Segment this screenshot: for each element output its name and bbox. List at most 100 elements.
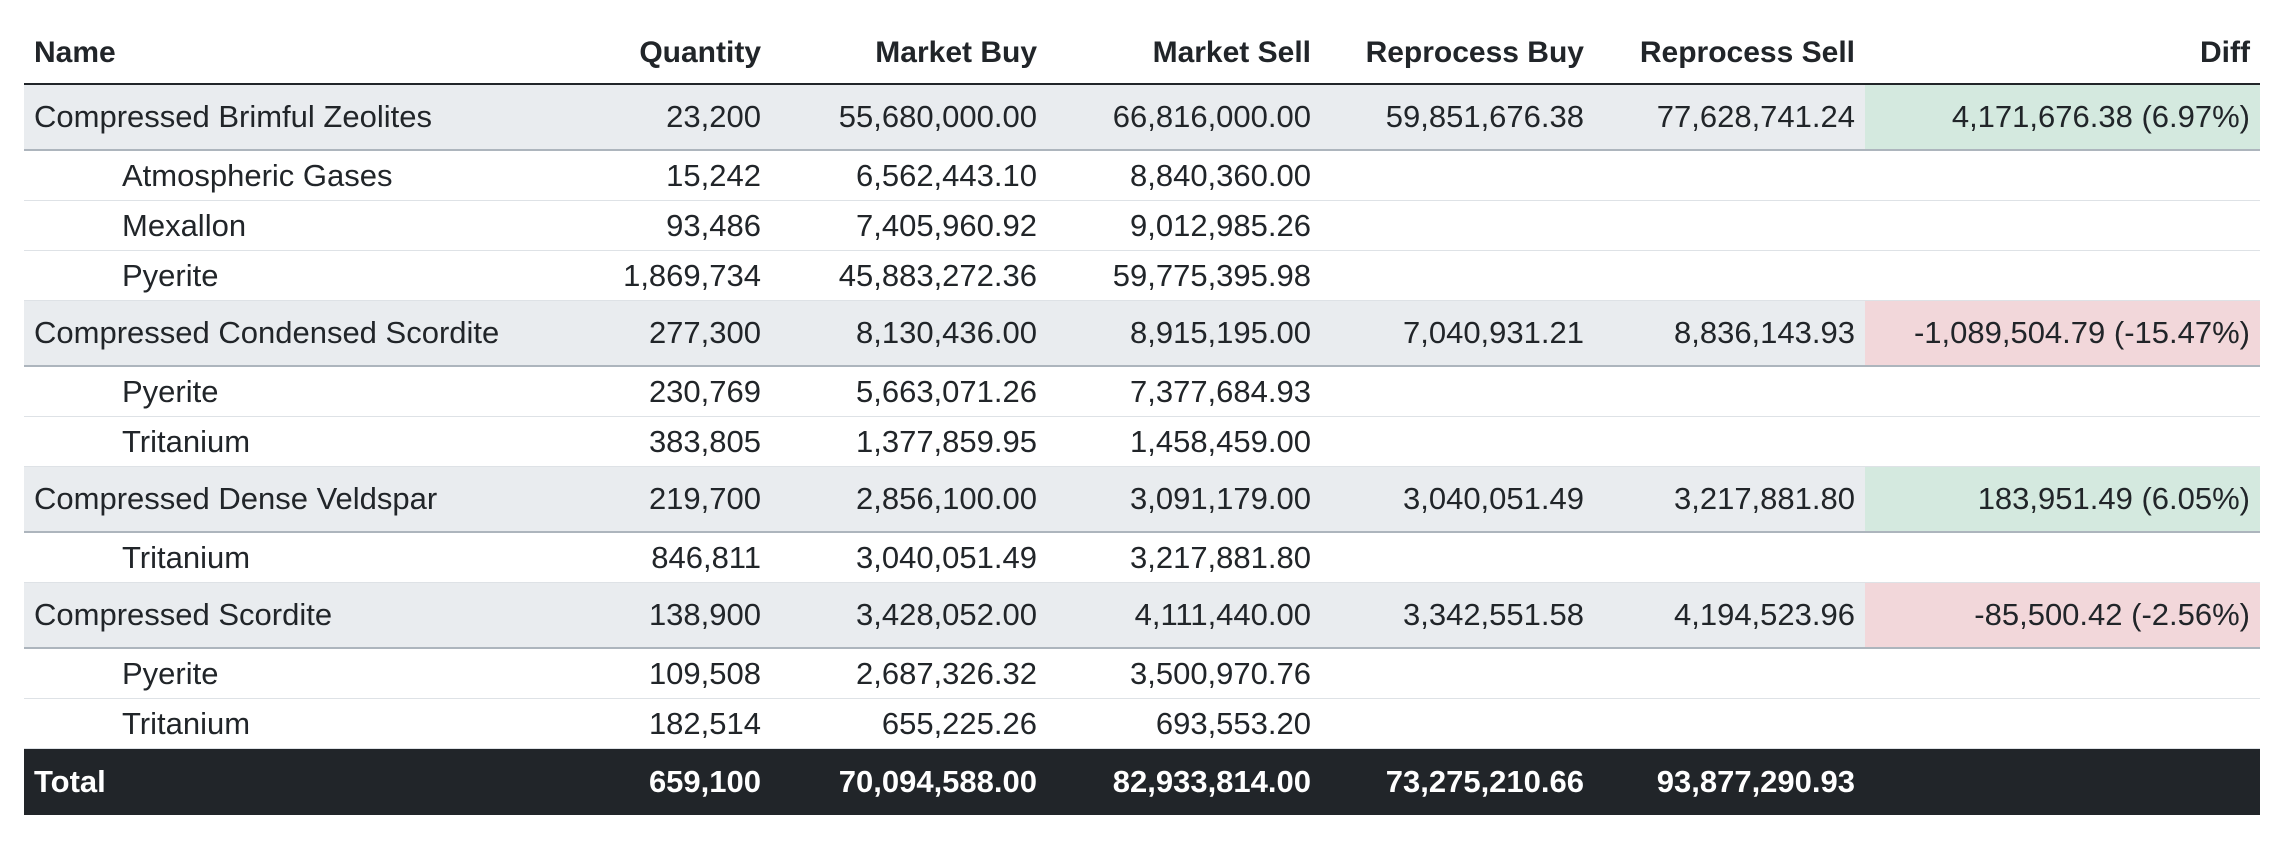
table-row-mineral: Pyerite 109,508 2,687,326.32 3,500,970.76 xyxy=(24,648,2260,699)
table-row-mineral: Tritanium 383,805 1,377,859.95 1,458,459.00 xyxy=(24,416,2260,467)
table-row-mineral: Tritanium 182,514 655,225.26 693,553.20 xyxy=(24,698,2260,749)
mineral-diff xyxy=(1865,648,2260,699)
mineral-reprocess-buy xyxy=(1321,532,1594,583)
total-quantity: 659,100 xyxy=(564,748,771,815)
item-quantity: 138,900 xyxy=(564,582,771,649)
item-reprocess-buy: 3,040,051.49 xyxy=(1321,466,1594,533)
mineral-name: Atmospheric Gases xyxy=(24,150,564,201)
mineral-reprocess-buy xyxy=(1321,150,1594,201)
mineral-quantity: 383,805 xyxy=(564,416,771,467)
mineral-quantity: 230,769 xyxy=(564,366,771,417)
mineral-market-sell: 3,217,881.80 xyxy=(1047,532,1321,583)
mineral-name: Tritanium xyxy=(24,416,564,467)
mineral-reprocess-sell xyxy=(1594,200,1865,251)
header-diff: Diff xyxy=(1865,22,2260,85)
mineral-reprocess-sell xyxy=(1594,250,1865,301)
item-quantity: 219,700 xyxy=(564,466,771,533)
total-row: Total 659,100 70,094,588.00 82,933,814.0… xyxy=(24,748,2260,815)
mineral-reprocess-buy xyxy=(1321,648,1594,699)
mineral-market-sell: 1,458,459.00 xyxy=(1047,416,1321,467)
mineral-diff xyxy=(1865,532,2260,583)
item-quantity: 277,300 xyxy=(564,300,771,367)
item-market-sell: 66,816,000.00 xyxy=(1047,84,1321,151)
item-market-sell: 8,915,195.00 xyxy=(1047,300,1321,367)
table-row-item: Compressed Brimful Zeolites 23,200 55,680,… xyxy=(24,84,2260,151)
item-diff: 4,171,676.38 (6.97%) xyxy=(1865,84,2260,151)
mineral-name: Mexallon xyxy=(24,200,564,251)
total-market-sell: 82,933,814.00 xyxy=(1047,748,1321,815)
item-reprocess-sell: 77,628,741.24 xyxy=(1594,84,1865,151)
mineral-quantity: 109,508 xyxy=(564,648,771,699)
total-market-buy: 70,094,588.00 xyxy=(771,748,1047,815)
table-header: Name Quantity Market Buy Market Sell Rep… xyxy=(24,22,2260,85)
mineral-quantity: 182,514 xyxy=(564,698,771,749)
header-name: Name xyxy=(24,22,564,85)
mineral-diff xyxy=(1865,698,2260,749)
item-reprocess-sell: 8,836,143.93 xyxy=(1594,300,1865,367)
mineral-name: Pyerite xyxy=(24,648,564,699)
item-diff: -85,500.42 (-2.56%) xyxy=(1865,582,2260,649)
item-market-sell: 3,091,179.00 xyxy=(1047,466,1321,533)
mineral-market-sell: 59,775,395.98 xyxy=(1047,250,1321,301)
item-name: Compressed Scordite xyxy=(24,582,564,649)
table-row-item: Compressed Dense Veldspar 219,700 2,856,10… xyxy=(24,466,2260,533)
mineral-quantity: 846,811 xyxy=(564,532,771,583)
mineral-market-buy: 1,377,859.95 xyxy=(771,416,1047,467)
item-diff: 183,951.49 (6.05%) xyxy=(1865,466,2260,533)
mineral-reprocess-buy xyxy=(1321,366,1594,417)
mineral-name: Tritanium xyxy=(24,532,564,583)
total-label: Total xyxy=(24,748,564,815)
item-reprocess-sell: 4,194,523.96 xyxy=(1594,582,1865,649)
item-market-buy: 3,428,052.00 xyxy=(771,582,1047,649)
item-market-buy: 8,130,436.00 xyxy=(771,300,1047,367)
mineral-market-buy: 6,562,443.10 xyxy=(771,150,1047,201)
mineral-name: Pyerite xyxy=(24,250,564,301)
mineral-reprocess-buy xyxy=(1321,200,1594,251)
mineral-reprocess-buy xyxy=(1321,416,1594,467)
mineral-name: Tritanium xyxy=(24,698,564,749)
mineral-diff xyxy=(1865,416,2260,467)
mineral-reprocess-sell xyxy=(1594,416,1865,467)
total-reprocess-sell: 93,877,290.93 xyxy=(1594,748,1865,815)
reprocess-table: Name Quantity Market Buy Market Sell Rep… xyxy=(24,22,2260,815)
item-reprocess-buy: 59,851,676.38 xyxy=(1321,84,1594,151)
item-market-sell: 4,111,440.00 xyxy=(1047,582,1321,649)
mineral-diff xyxy=(1865,250,2260,301)
mineral-reprocess-sell xyxy=(1594,648,1865,699)
mineral-market-sell: 7,377,684.93 xyxy=(1047,366,1321,417)
mineral-quantity: 15,242 xyxy=(564,150,771,201)
mineral-name: Pyerite xyxy=(24,366,564,417)
reprocess-table-container: Name Quantity Market Buy Market Sell Rep… xyxy=(24,22,2260,815)
mineral-market-buy: 2,687,326.32 xyxy=(771,648,1047,699)
table-row-mineral: Tritanium 846,811 3,040,051.49 3,217,881.80 xyxy=(24,532,2260,583)
item-market-buy: 55,680,000.00 xyxy=(771,84,1047,151)
item-reprocess-buy: 3,342,551.58 xyxy=(1321,582,1594,649)
mineral-reprocess-sell xyxy=(1594,366,1865,417)
item-diff: -1,089,504.79 (-15.47%) xyxy=(1865,300,2260,367)
header-row: Name Quantity Market Buy Market Sell Rep… xyxy=(24,22,2260,85)
table-row-item: Compressed Condensed Scordite 277,300 8,13… xyxy=(24,300,2260,367)
header-quantity: Quantity xyxy=(564,22,771,85)
item-reprocess-sell: 3,217,881.80 xyxy=(1594,466,1865,533)
item-market-buy: 2,856,100.00 xyxy=(771,466,1047,533)
header-reprocess-sell: Reprocess Sell xyxy=(1594,22,1865,85)
header-market-sell: Market Sell xyxy=(1047,22,1321,85)
item-reprocess-buy: 7,040,931.21 xyxy=(1321,300,1594,367)
mineral-market-buy: 3,040,051.49 xyxy=(771,532,1047,583)
mineral-market-buy: 655,225.26 xyxy=(771,698,1047,749)
table-row-mineral: Pyerite 1,869,734 45,883,272.36 59,775,395.… xyxy=(24,250,2260,301)
mineral-market-buy: 45,883,272.36 xyxy=(771,250,1047,301)
mineral-quantity: 93,486 xyxy=(564,200,771,251)
mineral-diff xyxy=(1865,366,2260,417)
item-name: Compressed Condensed Scordite xyxy=(24,300,564,367)
mineral-reprocess-sell xyxy=(1594,532,1865,583)
mineral-market-buy: 7,405,960.92 xyxy=(771,200,1047,251)
table-footer: Total 659,100 70,094,588.00 82,933,814.0… xyxy=(24,748,2260,815)
table-body: Compressed Brimful Zeolites 23,200 55,680,… xyxy=(24,84,2260,749)
header-market-buy: Market Buy xyxy=(771,22,1047,85)
table-row-mineral: Mexallon 93,486 7,405,960.92 9,012,985.26 xyxy=(24,200,2260,251)
mineral-diff xyxy=(1865,150,2260,201)
mineral-reprocess-buy xyxy=(1321,250,1594,301)
total-reprocess-buy: 73,275,210.66 xyxy=(1321,748,1594,815)
mineral-reprocess-buy xyxy=(1321,698,1594,749)
